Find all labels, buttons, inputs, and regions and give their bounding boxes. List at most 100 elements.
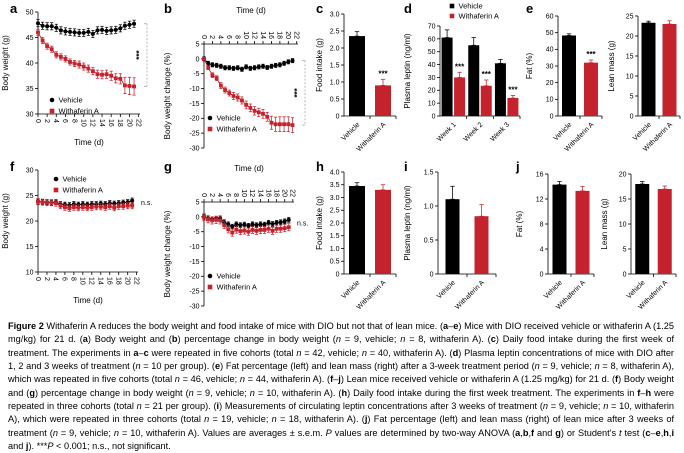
svg-text:5: 5 bbox=[630, 93, 634, 100]
x-axis-label: Time (d) bbox=[236, 6, 266, 15]
svg-text:30: 30 bbox=[26, 111, 34, 118]
svg-text:1.0: 1.0 bbox=[424, 203, 434, 210]
svg-text:40: 40 bbox=[428, 62, 436, 69]
svg-text:12: 12 bbox=[88, 277, 95, 285]
panel-a: a 30 35 40 45 50 Body weight (g) 0 2 4 6 8 10 12 14 16… bbox=[0, 0, 162, 158]
panel-i-chart: 0 0.5 1.0 1.5 Plasma leptin (ng/ml) Vehicle Wi… bbox=[402, 158, 514, 316]
svg-text:0: 0 bbox=[196, 214, 200, 221]
svg-text:20: 20 bbox=[281, 189, 288, 197]
category-label: Vehicle bbox=[552, 121, 573, 142]
svg-text:12: 12 bbox=[250, 31, 257, 39]
svg-text:0: 0 bbox=[540, 271, 544, 278]
y-axis-label: Body weight (g) bbox=[1, 193, 10, 249]
svg-text:8: 8 bbox=[540, 221, 544, 228]
svg-text:-30: -30 bbox=[189, 145, 199, 152]
svg-text:70: 70 bbox=[428, 23, 436, 30]
svg-text:4: 4 bbox=[52, 119, 59, 123]
svg-text:6: 6 bbox=[61, 119, 68, 123]
svg-text:25: 25 bbox=[26, 193, 34, 200]
svg-text:0: 0 bbox=[430, 271, 434, 278]
svg-text:2.0: 2.0 bbox=[330, 45, 340, 52]
svg-text:20: 20 bbox=[26, 218, 34, 225]
legend: Vehicle Withaferin A bbox=[49, 96, 99, 116]
panel-e-letter: e bbox=[526, 1, 534, 16]
panel-i-letter: i bbox=[404, 159, 408, 174]
bar bbox=[474, 204, 489, 274]
svg-text:10: 10 bbox=[79, 277, 86, 285]
svg-text:2: 2 bbox=[43, 119, 50, 123]
svg-text:15: 15 bbox=[626, 53, 634, 60]
svg-text:16: 16 bbox=[106, 277, 113, 285]
significance-label: *** bbox=[455, 62, 465, 71]
svg-text:4: 4 bbox=[52, 277, 59, 281]
svg-text:1.0: 1.0 bbox=[330, 79, 340, 86]
legend: Vehicle Withaferin A bbox=[53, 175, 103, 195]
svg-text:-25: -25 bbox=[189, 289, 199, 296]
svg-text:4.0: 4.0 bbox=[330, 169, 340, 176]
chart-d: 0 10 20 30 40 50 60 70 Plasma leptin (ng/ml) *** W… bbox=[403, 2, 521, 143]
svg-text:12: 12 bbox=[248, 189, 255, 197]
series-withaferin-a bbox=[202, 212, 291, 237]
svg-text:14: 14 bbox=[97, 277, 104, 285]
svg-text:-25: -25 bbox=[189, 131, 199, 138]
svg-text:15: 15 bbox=[619, 196, 627, 203]
svg-text:6: 6 bbox=[61, 277, 68, 281]
y-axis-label: Body weight change (%) bbox=[163, 210, 172, 297]
bar: *** bbox=[480, 70, 492, 116]
svg-text:0: 0 bbox=[550, 113, 554, 120]
category-label: Vehicle bbox=[543, 279, 564, 300]
series-withaferin-a bbox=[202, 56, 295, 133]
svg-text:-5: -5 bbox=[193, 229, 199, 236]
category-label: Vehicle bbox=[626, 279, 647, 300]
y-axis-label: Plasma leptin (ng/ml) bbox=[403, 185, 412, 260]
svg-text:1.5: 1.5 bbox=[330, 62, 340, 69]
svg-text:0: 0 bbox=[34, 119, 41, 123]
svg-text:20: 20 bbox=[619, 171, 627, 178]
svg-text:18: 18 bbox=[116, 119, 123, 127]
svg-text:8: 8 bbox=[232, 193, 239, 197]
svg-text:5: 5 bbox=[196, 41, 200, 48]
category-label: Withaferin A bbox=[454, 279, 486, 311]
svg-text:-5: -5 bbox=[193, 71, 199, 78]
panel-g: g 5 0 -5 -10 -15 -20 -25 -30 Body weight change … bbox=[162, 158, 314, 316]
panel-b-chart: 5 0 -5 -10 -15 -20 -25 -30 Body weight change (%… bbox=[162, 0, 314, 158]
svg-text:0: 0 bbox=[34, 277, 41, 281]
svg-text:Withaferin A: Withaferin A bbox=[59, 107, 99, 116]
svg-text:16: 16 bbox=[107, 119, 114, 127]
significance-label: *** bbox=[135, 50, 144, 60]
svg-text:30: 30 bbox=[428, 75, 436, 82]
series-vehicle bbox=[202, 56, 295, 72]
y-axis-label: Body weight (g) bbox=[1, 35, 10, 91]
svg-text:22: 22 bbox=[134, 119, 141, 127]
panel-f-chart: 10 15 20 25 30 Body weight (g) 0 2 4 6 8 10 12 14 16 18… bbox=[0, 158, 162, 316]
svg-text:45: 45 bbox=[26, 35, 34, 42]
svg-text:4: 4 bbox=[540, 246, 544, 253]
svg-text:30: 30 bbox=[26, 167, 34, 174]
series-vehicle bbox=[36, 19, 137, 38]
svg-text:10: 10 bbox=[428, 101, 436, 108]
panel-a-letter: a bbox=[10, 1, 18, 16]
svg-text:50: 50 bbox=[428, 49, 436, 56]
legend: Vehicle Withaferin A bbox=[207, 272, 257, 292]
chart-i: 0 0.5 1.0 1.5 Plasma leptin (ng/ml) VehicleWi… bbox=[403, 169, 497, 311]
x-axis-label: Time (d) bbox=[234, 164, 264, 173]
svg-text:-15: -15 bbox=[189, 259, 199, 266]
svg-text:40: 40 bbox=[26, 60, 34, 67]
svg-text:10: 10 bbox=[240, 189, 247, 197]
svg-text:10: 10 bbox=[626, 73, 634, 80]
svg-text:22: 22 bbox=[132, 277, 139, 285]
svg-text:18: 18 bbox=[272, 189, 279, 197]
svg-text:-10: -10 bbox=[189, 244, 199, 251]
bar: *** bbox=[454, 62, 465, 116]
svg-text:30: 30 bbox=[546, 63, 554, 70]
bar bbox=[575, 186, 590, 274]
panel-h: h 0 0.5 1.0 1.5 2.0 2.5 3.0 3.5 4.0 Food intake (… bbox=[314, 158, 402, 316]
panel-d-chart: 0 10 20 30 40 50 60 70 Plasma leptin (ng/ml) *** W… bbox=[402, 0, 524, 158]
svg-text:0: 0 bbox=[336, 113, 340, 120]
lean-panel-row: f 10 15 20 25 30 Body weight (g) 0 2 4 6 8 10 12 14 16… bbox=[0, 158, 684, 316]
svg-text:10: 10 bbox=[242, 31, 249, 39]
svg-text:16: 16 bbox=[536, 171, 544, 178]
category-label: Vehicle bbox=[436, 279, 457, 300]
